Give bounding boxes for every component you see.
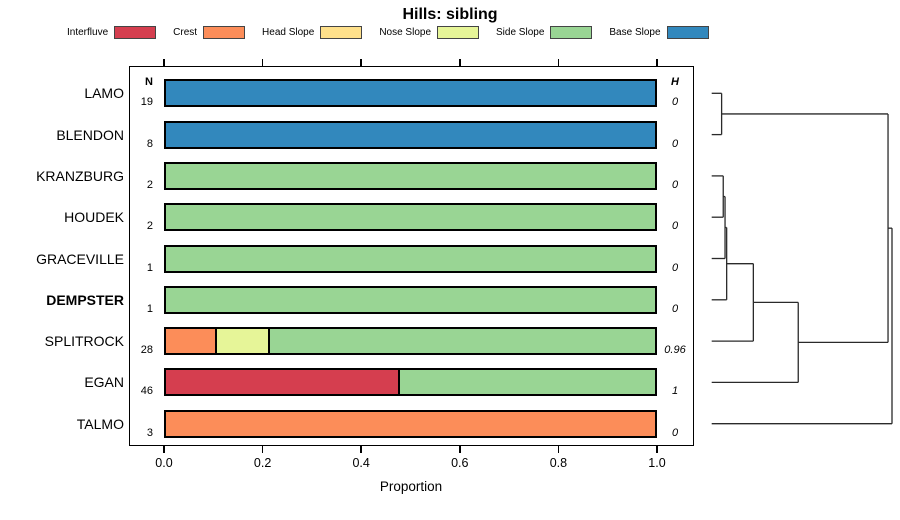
h-column-header: H	[671, 76, 679, 88]
legend-label: Crest	[173, 26, 198, 38]
x-axis-tick-bottom	[459, 446, 461, 453]
bar-row-houdek	[164, 203, 657, 232]
x-axis-tick-top	[163, 59, 165, 66]
bar-segment-side-slope	[269, 327, 657, 356]
n-value: 8	[146, 137, 153, 150]
h-value: 0.96	[664, 344, 686, 357]
legend-item: Base Slope	[609, 25, 709, 39]
bar-row-egan	[164, 368, 657, 397]
bar-row-blendon	[164, 120, 657, 149]
h-value: 0	[671, 137, 679, 150]
legend-item: Head Slope	[262, 25, 363, 39]
x-axis-tick-bottom	[360, 446, 362, 453]
bar-row-graceville	[164, 244, 657, 273]
h-value: 0	[671, 426, 679, 439]
h-value: 0	[671, 96, 679, 109]
bar-row-lamo	[164, 79, 657, 108]
y-axis-label-dempster: DEMPSTER	[46, 291, 124, 308]
h-value: 0	[671, 220, 679, 233]
n-column-header: N	[145, 76, 153, 88]
bar-segment-side-slope	[164, 285, 657, 314]
bar-row-dempster	[164, 285, 657, 314]
h-value: 1	[671, 385, 679, 398]
bar-row-kranzburg	[164, 161, 657, 190]
y-axis-label-splitrock: SPLITROCK	[44, 333, 124, 350]
legend-swatch	[320, 25, 363, 39]
legend-label: Interfluve	[67, 26, 109, 38]
legend-label: Nose Slope	[379, 26, 432, 38]
x-axis-tick-label: 0.6	[451, 456, 469, 470]
n-value: 46	[140, 385, 153, 398]
n-value: 1	[146, 261, 153, 274]
y-axis-label-kranzburg: KRANZBURG	[36, 167, 124, 184]
x-axis-tick-label: 0.8	[549, 456, 568, 470]
x-axis-tick-label: 0.0	[155, 456, 173, 470]
bar-segment-nose-slope	[216, 327, 270, 356]
n-value: 2	[146, 178, 153, 191]
legend-item: Side Slope	[496, 25, 593, 39]
y-axis-label-talmo: TALMO	[76, 415, 124, 432]
n-value: 28	[140, 344, 153, 357]
x-axis-tick-top	[360, 59, 362, 66]
bar-segment-base-slope	[164, 79, 657, 108]
x-axis-tick-top	[261, 59, 264, 66]
legend-swatch	[666, 25, 709, 39]
legend-item: Nose Slope	[379, 25, 480, 39]
legend-item: Interfluve	[67, 25, 157, 39]
n-value: 19	[140, 96, 153, 109]
bar-segment-side-slope	[164, 244, 657, 273]
bar-segment-interfluve	[164, 368, 400, 397]
x-axis-tick-bottom	[163, 446, 165, 453]
h-value: 0	[671, 261, 679, 274]
chart-title: Hills: sibling	[402, 6, 498, 23]
legend: Interfluve Crest Head Slope Nose Slope Side …	[67, 25, 709, 39]
bar-segment-side-slope	[164, 161, 657, 190]
x-axis-tick-label: 0.2	[253, 456, 272, 470]
x-axis-title: Proportion	[379, 479, 443, 494]
n-value: 1	[146, 302, 153, 315]
x-axis-tick-label: 1.0	[648, 456, 666, 470]
bar-segment-crest	[164, 327, 217, 356]
y-axis-label-graceville: GRACEVILLE	[36, 250, 124, 267]
bar-segment-side-slope	[164, 203, 657, 232]
x-axis-tick-top	[557, 59, 560, 66]
h-value: 0	[671, 178, 679, 191]
bar-segment-crest	[164, 409, 657, 438]
legend-label: Side Slope	[496, 26, 545, 38]
x-axis-tick-top	[656, 59, 658, 66]
x-axis-tick-bottom	[656, 446, 658, 453]
x-axis-tick-bottom	[261, 446, 264, 453]
legend-swatch	[437, 25, 480, 39]
n-value: 3	[146, 426, 153, 439]
legend-swatch	[203, 25, 246, 39]
bar-row-splitrock	[164, 327, 657, 356]
y-axis-label-lamo: LAMO	[84, 85, 124, 102]
y-axis-label-houdek: HOUDEK	[64, 209, 124, 226]
legend-swatch	[114, 25, 157, 39]
y-axis-label-blendon: BLENDON	[56, 126, 124, 143]
bar-segment-base-slope	[164, 120, 657, 149]
bar-segment-side-slope	[399, 368, 657, 397]
bar-row-talmo	[164, 409, 657, 438]
n-value: 2	[146, 220, 153, 233]
h-value: 0	[671, 302, 679, 315]
legend-label: Head Slope	[262, 26, 315, 38]
legend-label: Base Slope	[609, 26, 661, 38]
x-axis-tick-top	[459, 59, 461, 66]
x-axis-tick-label: 0.4	[352, 456, 370, 470]
legend-swatch	[550, 25, 593, 39]
x-axis-tick-bottom	[557, 446, 560, 453]
legend-item: Crest	[173, 25, 246, 39]
y-axis-label-egan: EGAN	[84, 374, 124, 391]
